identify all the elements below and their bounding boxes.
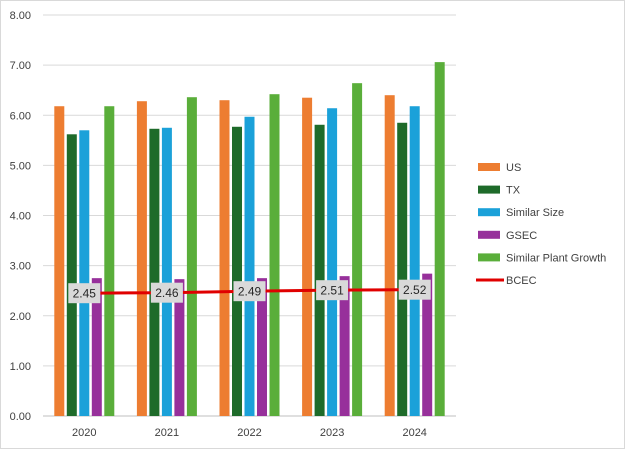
- y-tick-label: 8.00: [10, 10, 31, 22]
- data-label-text: 2.51: [320, 284, 344, 298]
- data-label-box: [316, 280, 349, 301]
- data-label: 2.45: [68, 283, 101, 304]
- bar-similar-size: [161, 127, 172, 416]
- line-series: 2.45 2.46 2.49 2.51 2.52: [68, 279, 431, 304]
- bar-similar-size: [244, 116, 255, 416]
- data-label-text: 2.45: [73, 287, 97, 301]
- legend-item: BCEC: [476, 275, 537, 287]
- legend-swatch: [478, 230, 500, 239]
- legend-item: Similar Plant Growth: [478, 252, 606, 264]
- data-label-box: [233, 281, 266, 302]
- legend-item: Similar Size: [478, 207, 564, 219]
- x-tick-label: 2023: [320, 427, 344, 439]
- bar-gsec: [174, 279, 185, 416]
- legend-label: Similar Plant Growth: [506, 252, 606, 264]
- legend-swatch: [478, 163, 500, 171]
- bar-tx: [314, 124, 325, 417]
- data-label: 2.46: [150, 282, 183, 303]
- legend: US TX Similar Size GSEC Similar Plant Growth…: [476, 162, 606, 287]
- bar-similar-plant-growth: [352, 83, 363, 417]
- bar-series: [54, 62, 445, 417]
- data-label-box: [68, 283, 101, 304]
- y-tick-label: 7.00: [10, 60, 31, 72]
- bar-gsec: [339, 276, 350, 416]
- y-tick-label: 1.00: [10, 361, 31, 373]
- bar-gsec: [257, 278, 267, 416]
- x-tick-label: 2024: [402, 427, 426, 439]
- legend-swatch: [478, 253, 500, 262]
- bar-similar-plant-growth: [269, 94, 280, 416]
- y-tick-label: 5.00: [10, 160, 31, 172]
- bar-us: [54, 106, 65, 416]
- data-label-text: 2.49: [238, 285, 262, 299]
- bar-similar-plant-growth: [104, 106, 115, 416]
- bar-tx: [397, 122, 408, 417]
- bar-gsec: [91, 278, 102, 416]
- bar-us: [302, 97, 313, 417]
- data-label: 2.52: [398, 279, 431, 300]
- data-label-text: 2.46: [155, 286, 179, 300]
- y-tick-label: 2.00: [10, 311, 31, 323]
- legend-item: GSEC: [478, 230, 537, 242]
- legend-item: US: [478, 162, 521, 174]
- bar-tx: [149, 128, 160, 416]
- bar-tx: [232, 126, 242, 416]
- legend-swatch: [478, 185, 500, 194]
- bar-us: [136, 101, 147, 416]
- y-tick-label: 4.00: [10, 211, 31, 223]
- data-label-box: [150, 282, 183, 303]
- bar-tx: [66, 134, 77, 417]
- y-tick-label: 3.00: [10, 261, 31, 273]
- bar-similar-plant-growth: [186, 97, 197, 416]
- bar-similar-size: [409, 106, 420, 416]
- legend-label: TX: [506, 185, 521, 197]
- legend-swatch: [478, 208, 500, 217]
- x-tick-label: 2020: [72, 427, 96, 439]
- data-label: 2.51: [316, 280, 349, 301]
- data-label: 2.49: [233, 281, 266, 302]
- x-axis: 2020 2021 2022 2023 2024: [72, 427, 427, 439]
- x-tick-label: 2022: [237, 427, 261, 439]
- bar-us: [384, 95, 395, 416]
- legend-label: Similar Size: [506, 207, 564, 219]
- legend-label: GSEC: [506, 230, 537, 242]
- bar-us: [219, 100, 230, 417]
- legend-label: US: [506, 162, 521, 174]
- data-label-box: [398, 279, 431, 300]
- y-tick-label: 6.00: [10, 110, 31, 122]
- bar-similar-size: [79, 130, 90, 416]
- legend-label: BCEC: [506, 275, 537, 287]
- data-label-text: 2.52: [403, 283, 427, 297]
- bar-gsec: [422, 273, 433, 416]
- y-axis: 0.00 1.00 2.00 3.00 4.00 5.00 6.00 7.00 8.00: [10, 10, 31, 423]
- bar-similar-size: [327, 108, 338, 417]
- bar-similar-plant-growth: [434, 62, 445, 417]
- x-tick-label: 2021: [155, 427, 179, 439]
- y-tick-label: 0.00: [10, 411, 31, 423]
- legend-item: TX: [478, 185, 521, 197]
